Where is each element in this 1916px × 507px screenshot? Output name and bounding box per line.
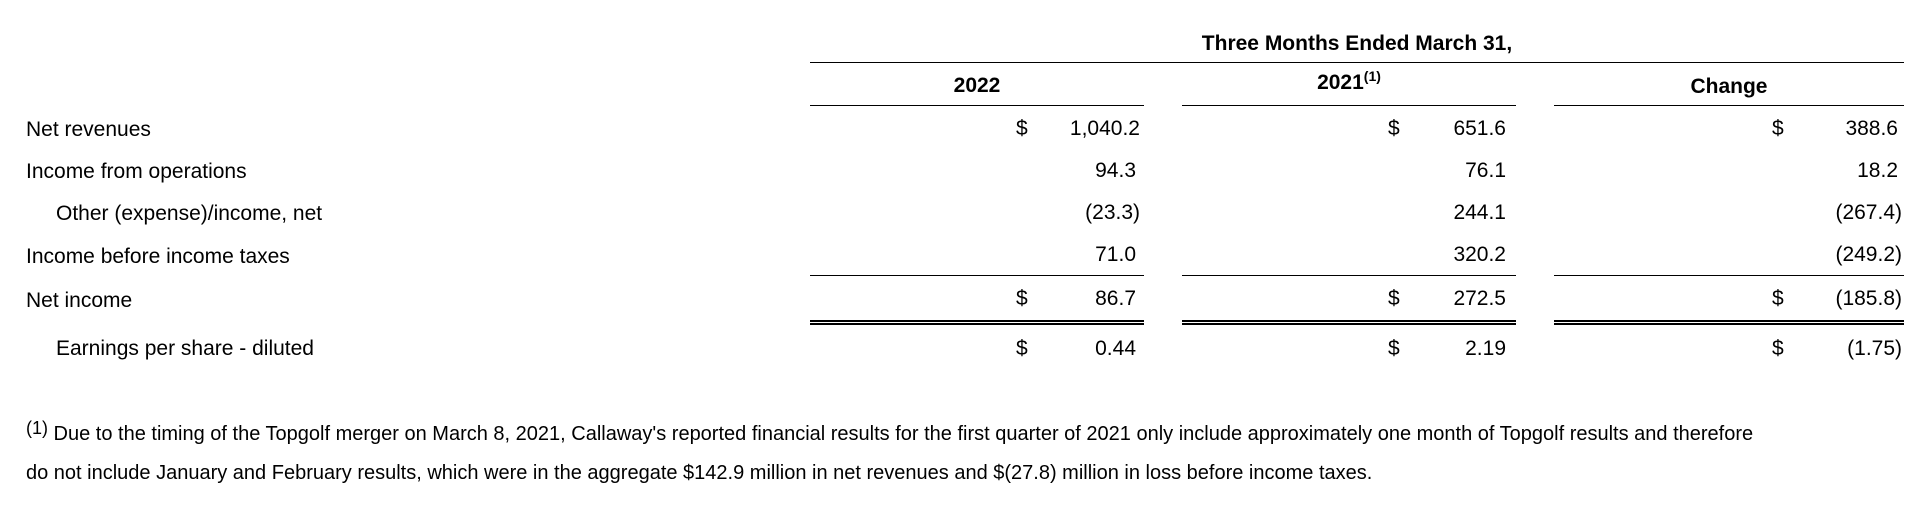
cell-income-before-taxes-2021: 320.2	[1453, 243, 1506, 266]
period-title: Three Months Ended March 31,	[1201, 32, 1513, 55]
footnote-line-2: do not include January and February resu…	[26, 462, 1373, 484]
total-double-rule-change	[1554, 320, 1904, 325]
column-header-2021-footnote-marker: (1)	[1363, 68, 1381, 84]
cell-eps-diluted-2022: 0.44	[1095, 337, 1136, 360]
cell-other-expense-income-change: (267.4)	[1835, 201, 1902, 224]
column-header-underline-2021	[1182, 105, 1516, 106]
dollar-sign: $	[1388, 287, 1400, 310]
subtotal-rule-change	[1554, 275, 1904, 276]
footnote-text-1: Due to the timing of the Topgolf merger …	[48, 423, 1754, 445]
row-label-income-from-operations: Income from operations	[26, 160, 247, 183]
cell-net-revenues-2021: 651.6	[1453, 117, 1506, 140]
cell-income-before-taxes-2022: 71.0	[1095, 243, 1136, 266]
row-label-net-income: Net income	[26, 289, 133, 312]
dollar-sign: $	[1016, 337, 1028, 360]
cell-net-income-2021: 272.5	[1453, 287, 1506, 310]
dollar-sign: $	[1772, 337, 1784, 360]
total-double-rule-2022	[810, 320, 1144, 325]
cell-net-income-change: (185.8)	[1835, 287, 1902, 310]
column-header-underline-change	[1554, 105, 1904, 106]
subtotal-rule-2022	[810, 275, 1144, 276]
cell-net-revenues-2022: 1,040.2	[1069, 117, 1140, 140]
total-double-rule-2021	[1182, 320, 1516, 325]
dollar-sign: $	[1772, 117, 1784, 140]
row-label-other-expense-income: Other (expense)/income, net	[56, 202, 323, 225]
row-label-income-before-taxes: Income before income taxes	[26, 245, 290, 268]
cell-income-from-operations-2021: 76.1	[1465, 159, 1506, 182]
cell-net-income-2022: 86.7	[1095, 287, 1136, 310]
column-header-2021: 2021(1)	[1317, 68, 1381, 94]
cell-income-from-operations-2022: 94.3	[1095, 159, 1136, 182]
period-title-underline	[810, 62, 1904, 63]
cell-income-before-taxes-change: (249.2)	[1835, 243, 1902, 266]
row-label-eps-diluted: Earnings per share - diluted	[56, 337, 314, 360]
dollar-sign: $	[1388, 337, 1400, 360]
dollar-sign: $	[1388, 117, 1400, 140]
column-header-change: Change	[1690, 75, 1768, 98]
footnote-line-1: (1) Due to the timing of the Topgolf mer…	[26, 418, 1753, 446]
cell-eps-diluted-change: (1.75)	[1847, 337, 1902, 360]
subtotal-rule-2021	[1182, 275, 1516, 276]
dollar-sign: $	[1016, 117, 1028, 140]
cell-other-expense-income-2021: 244.1	[1453, 201, 1506, 224]
column-header-2022: 2022	[953, 74, 1001, 97]
row-label-net-revenues: Net revenues	[26, 118, 151, 141]
dollar-sign: $	[1772, 287, 1784, 310]
cell-other-expense-income-2022: (23.3)	[1085, 201, 1140, 224]
column-header-underline-2022	[810, 105, 1144, 106]
dollar-sign: $	[1016, 287, 1028, 310]
cell-eps-diluted-2021: 2.19	[1465, 337, 1506, 360]
cell-income-from-operations-change: 18.2	[1857, 159, 1898, 182]
cell-net-revenues-change: 388.6	[1845, 117, 1898, 140]
footnote-marker: (1)	[26, 418, 48, 438]
